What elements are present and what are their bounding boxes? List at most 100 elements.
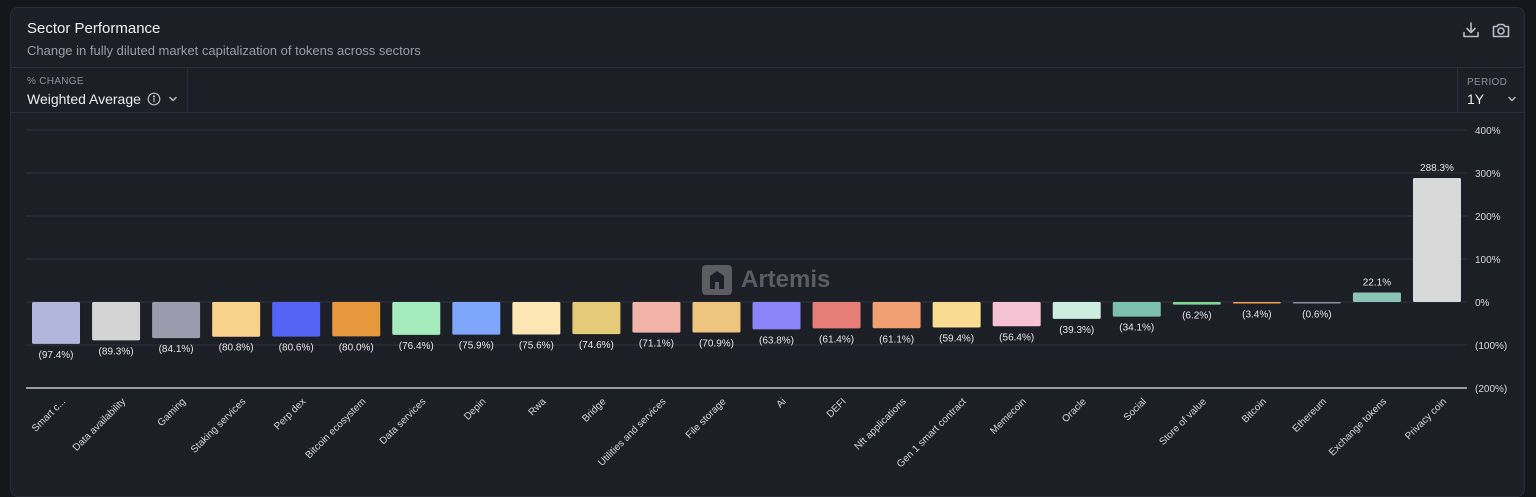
x-tick-label: Ai [775,396,789,410]
x-tick-label: Gen 1 smart contract [895,396,969,470]
bar [572,302,621,335]
bar [992,302,1041,327]
data-label: (74.6%) [579,340,614,351]
x-tick-label: Store of value [1158,396,1210,448]
data-label: (80.0%) [339,342,374,353]
bar [332,302,381,337]
bar [512,302,561,335]
artemis-logo-icon [702,265,732,295]
bar [272,302,321,337]
data-label: (97.4%) [39,350,74,361]
y-tick-label: (100%) [1475,341,1507,352]
x-tick-label: Gaming [156,396,189,429]
data-label: (75.9%) [459,341,494,352]
y-tick-label: 0% [1475,298,1490,309]
chevron-down-icon [169,96,177,102]
change-select[interactable]: Weighted Average [27,91,179,107]
x-tick-label: Bridge [580,396,609,425]
x-tick-label: Utilities and services [596,396,668,468]
x-tick-label: Data availability [71,396,128,453]
x-tick-label: Depin [462,396,488,422]
period-value: 1Y [1467,91,1485,107]
bar [392,302,441,335]
data-label: (80.8%) [219,343,254,354]
artemis-watermark: Artemis [701,264,830,296]
x-tick-label: Nft applications [853,396,909,452]
bar [212,302,261,337]
bar [1352,292,1401,302]
chart-title: Sector Performance [27,20,161,37]
header-divider [11,67,1524,68]
period-divider [1457,68,1458,113]
y-tick-label: (200%) [1475,384,1507,395]
bar [32,302,81,344]
data-label: (6.2%) [1182,311,1211,322]
watermark-text: Artemis [741,266,831,293]
data-label: 288.3% [1420,163,1454,174]
data-label: (3.4%) [1242,310,1271,321]
chart-subtitle: Change in fully diluted market capitaliz… [27,43,421,58]
period-select[interactable]: 1Y [1467,91,1518,107]
x-tick-label: Oracle [1060,396,1089,425]
bar [1412,178,1461,302]
bar [92,302,141,341]
data-label: (59.4%) [939,334,974,345]
x-tick-label: Bitcoin ecosystem [304,396,369,461]
x-tick-label: DEFI [825,396,849,420]
bar [632,302,681,333]
data-label: (0.6%) [1302,310,1331,321]
x-tick-label: Social [1122,396,1149,423]
data-label: (63.8%) [759,335,794,346]
bar [1172,302,1221,305]
data-label: (80.6%) [279,343,314,354]
data-label: (75.6%) [519,341,554,352]
x-tick-label: Memecoin [988,396,1028,436]
bar [1292,302,1341,304]
period-label: PERIOD [1467,77,1508,88]
bar [1232,302,1281,304]
controls-divider [11,112,1524,113]
chevron-down-icon [1508,96,1516,102]
data-label: (39.3%) [1059,325,1094,336]
x-tick-label: Rwa [527,396,549,418]
bar [752,302,801,330]
x-tick-label: Perp dex [272,396,308,432]
change-value: Weighted Average [27,91,141,107]
x-tick-label: File storage [684,396,729,441]
bar [452,302,501,335]
x-tick-label: Bitcoin [1240,396,1269,425]
y-tick-label: 200% [1475,212,1501,223]
x-tick-label: Data services [378,396,429,447]
data-label: (71.1%) [639,339,674,350]
sector-performance-card: Sector Performance Change in fully dilut… [10,7,1525,497]
data-label: (89.3%) [99,346,134,357]
bar [152,302,201,339]
x-tick-label: Ethereum [1291,396,1329,434]
x-tick-label: Exchange tokens [1327,396,1389,458]
bar [1112,302,1161,317]
bar [812,302,861,329]
change-label: % CHANGE [27,76,84,87]
bar [932,302,981,328]
sector-bar-chart: 400% 300% 200% 100% 0% (100%) (200%) (97.4%) Sma… [26,126,1507,470]
y-tick-label: 100% [1475,255,1501,266]
data-label: (34.1%) [1119,323,1154,334]
download-icon[interactable] [1461,20,1481,40]
data-label: (76.4%) [399,341,434,352]
x-tick-label: Smart c... [30,396,68,434]
data-label: 22.1% [1363,277,1391,288]
x-tick-label: Privacy coin [1403,396,1449,442]
bar [692,302,741,333]
data-label: (84.1%) [159,344,194,355]
y-tick-label: 400% [1475,126,1501,137]
info-icon[interactable] [147,92,161,106]
y-tick-label: 300% [1475,169,1501,180]
x-tick-label: Staking services [189,396,248,455]
bar [872,302,921,329]
bar [1052,302,1101,319]
data-label: (70.9%) [699,338,734,349]
data-label: (61.1%) [879,334,914,345]
control-divider [187,68,188,113]
data-label: (56.4%) [999,332,1034,343]
camera-icon[interactable] [1491,20,1511,40]
